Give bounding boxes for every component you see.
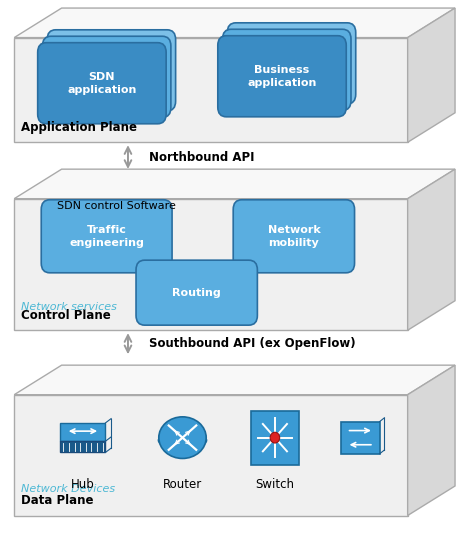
Text: Hub: Hub (71, 478, 95, 491)
Text: SDN control Software: SDN control Software (57, 201, 176, 211)
FancyBboxPatch shape (37, 43, 166, 124)
Text: Router: Router (163, 478, 202, 491)
Text: Network
mobility: Network mobility (267, 225, 320, 248)
Text: SDN
application: SDN application (67, 72, 137, 95)
FancyBboxPatch shape (251, 411, 299, 465)
FancyBboxPatch shape (218, 35, 346, 117)
FancyBboxPatch shape (227, 23, 356, 104)
Text: Data Plane: Data Plane (21, 494, 94, 507)
Text: Traffic
engineering: Traffic engineering (69, 225, 144, 248)
Polygon shape (14, 365, 455, 395)
Polygon shape (408, 169, 455, 330)
Text: Business
application: Business application (247, 65, 317, 88)
Polygon shape (408, 365, 455, 516)
Circle shape (270, 432, 280, 443)
FancyBboxPatch shape (136, 260, 257, 325)
Polygon shape (14, 38, 408, 142)
FancyBboxPatch shape (233, 200, 355, 273)
Polygon shape (14, 199, 408, 330)
Ellipse shape (159, 417, 206, 459)
FancyBboxPatch shape (61, 441, 105, 452)
FancyBboxPatch shape (61, 423, 105, 441)
Polygon shape (14, 8, 455, 38)
Text: Network services: Network services (21, 302, 117, 312)
FancyBboxPatch shape (222, 29, 351, 111)
Polygon shape (14, 395, 408, 516)
FancyBboxPatch shape (41, 200, 172, 273)
Text: Control Plane: Control Plane (21, 309, 111, 322)
Text: Application Plane: Application Plane (21, 121, 137, 134)
FancyBboxPatch shape (47, 30, 175, 111)
Ellipse shape (157, 431, 207, 449)
Text: Switch: Switch (255, 478, 294, 491)
Polygon shape (14, 169, 455, 199)
Text: Southbound API (ex OpenFlow): Southbound API (ex OpenFlow) (149, 337, 356, 350)
Text: Network Devices: Network Devices (21, 484, 116, 494)
Text: Routing: Routing (173, 288, 221, 297)
FancyBboxPatch shape (341, 422, 380, 454)
Polygon shape (408, 8, 455, 142)
Text: Northbound API: Northbound API (149, 151, 255, 164)
FancyBboxPatch shape (42, 37, 171, 118)
